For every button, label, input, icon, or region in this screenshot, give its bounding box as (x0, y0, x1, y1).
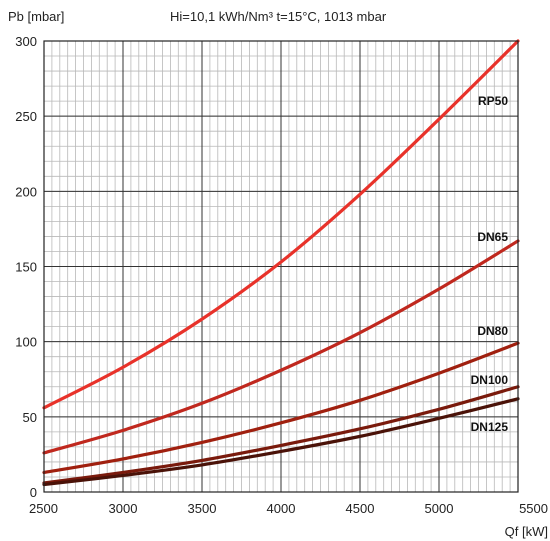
series-label-dn100: DN100 (471, 373, 509, 387)
x-axis-label: Qf [kW] (505, 524, 548, 539)
y-axis-ticks: 0 50 100 150 200 250 300 (15, 34, 37, 500)
y-tick-label: 0 (30, 485, 37, 500)
chart-subtitle: Hi=10,1 kWh/Nm³ t=15°C, 1013 mbar (170, 9, 387, 24)
series-line-dn100 (42, 385, 520, 485)
x-axis-ticks: 2500 3000 3500 4000 4500 5000 5500 (29, 501, 548, 516)
x-tick-label: 3500 (188, 501, 217, 516)
y-tick-label: 50 (23, 410, 37, 425)
x-tick-label: 3000 (109, 501, 138, 516)
series-labels: RP50 DN65 DN80 DN100 DN125 (471, 94, 509, 434)
x-tick-label: 4500 (346, 501, 375, 516)
x-tick-label: 4000 (267, 501, 296, 516)
y-tick-label: 250 (15, 109, 37, 124)
series-label-rp50: RP50 (478, 94, 508, 108)
plot-frame (43, 40, 519, 493)
series-line-rp50 (42, 39, 520, 410)
series-line-dn125 (42, 397, 520, 487)
y-axis-label: Pb [mbar] (8, 9, 64, 24)
series-label-dn65: DN65 (477, 230, 508, 244)
x-tick-label: 2500 (29, 501, 58, 516)
series-label-dn80: DN80 (477, 324, 508, 338)
series-line-dn65 (42, 239, 520, 455)
x-tick-label: 5500 (519, 501, 548, 516)
y-tick-label: 100 (15, 335, 37, 350)
x-tick-label: 5000 (425, 501, 454, 516)
series-lines (42, 39, 520, 487)
series-label-dn125: DN125 (471, 420, 509, 434)
series-line-dn80 (42, 341, 520, 475)
y-tick-label: 300 (15, 34, 37, 49)
y-tick-label: 150 (15, 260, 37, 275)
y-tick-label: 200 (15, 184, 37, 199)
